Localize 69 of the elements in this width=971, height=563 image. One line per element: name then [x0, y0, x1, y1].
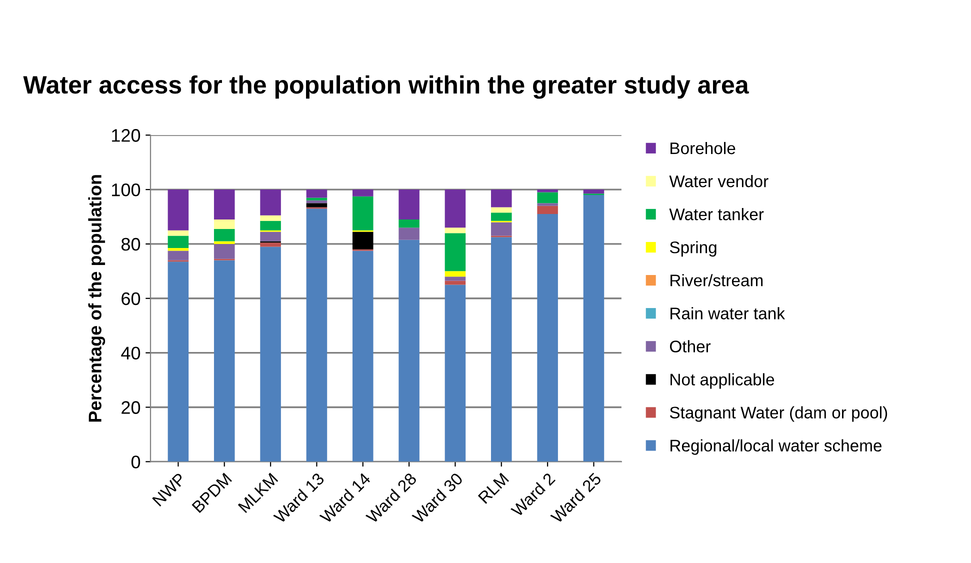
legend-label: Water tanker [669, 208, 764, 220]
bar [491, 190, 512, 208]
bar [491, 207, 512, 213]
bar [444, 233, 466, 272]
bar [537, 203, 558, 206]
legend-label: Other [670, 340, 711, 352]
bar [214, 260, 235, 462]
y-tick-label: 60 [122, 292, 140, 306]
bar [260, 190, 281, 216]
bar [444, 280, 466, 285]
bar [214, 244, 235, 259]
bar [537, 192, 558, 204]
bar [398, 228, 420, 240]
y-tick-label: 20 [122, 401, 140, 414]
legend-label: Regional/local water scheme [670, 439, 882, 455]
bar [214, 229, 235, 242]
bar [306, 208, 328, 462]
y-tick-label: 40 [121, 346, 140, 360]
bar [260, 215, 281, 221]
bar [537, 206, 558, 214]
bar [444, 276, 466, 281]
legend-label: Rain water tank [670, 307, 786, 320]
legend-label: Water vendor [669, 174, 768, 188]
y-tick-label: 120 [112, 129, 140, 142]
y-tick-label: 100 [112, 183, 140, 196]
bar [168, 262, 189, 462]
legend-label: Spring [670, 241, 716, 257]
bar [444, 271, 466, 277]
bar [444, 284, 466, 462]
bar [306, 200, 328, 204]
y-axis-title: Percentage of the population [88, 175, 106, 422]
bar [306, 198, 328, 200]
legend-label: Not applicable [670, 373, 774, 389]
bar [306, 203, 328, 208]
bar [537, 190, 558, 192]
bar [352, 232, 374, 250]
bar [306, 190, 328, 198]
bar [444, 190, 466, 228]
bar [352, 196, 374, 230]
bar [168, 236, 189, 248]
bar [398, 240, 420, 462]
y-tick-label: 0 [131, 456, 140, 468]
bar [583, 190, 604, 194]
bar [352, 250, 374, 462]
legend-label: Borehole [670, 142, 736, 154]
bar [398, 190, 420, 220]
bar [260, 220, 281, 230]
bar [168, 230, 189, 236]
bar [214, 190, 235, 220]
bar [491, 237, 512, 462]
bar [260, 246, 281, 462]
y-tick-label: 80 [121, 238, 140, 251]
bar [398, 219, 420, 228]
bar [583, 194, 604, 462]
bar [168, 250, 189, 260]
bar [214, 219, 235, 229]
bar [260, 242, 281, 247]
bar [491, 212, 512, 221]
legend-label: River/stream [670, 274, 763, 286]
bar [444, 228, 466, 234]
bar [352, 190, 374, 196]
bar [491, 222, 512, 236]
legend-label: Stagnant Water (dam or pool) [670, 406, 888, 422]
chart-title: Water access for the population within the greater study area [23, 75, 749, 99]
bar [260, 232, 281, 242]
bar [168, 248, 189, 251]
bar [537, 214, 558, 462]
bar [168, 190, 189, 230]
bar [214, 241, 235, 244]
